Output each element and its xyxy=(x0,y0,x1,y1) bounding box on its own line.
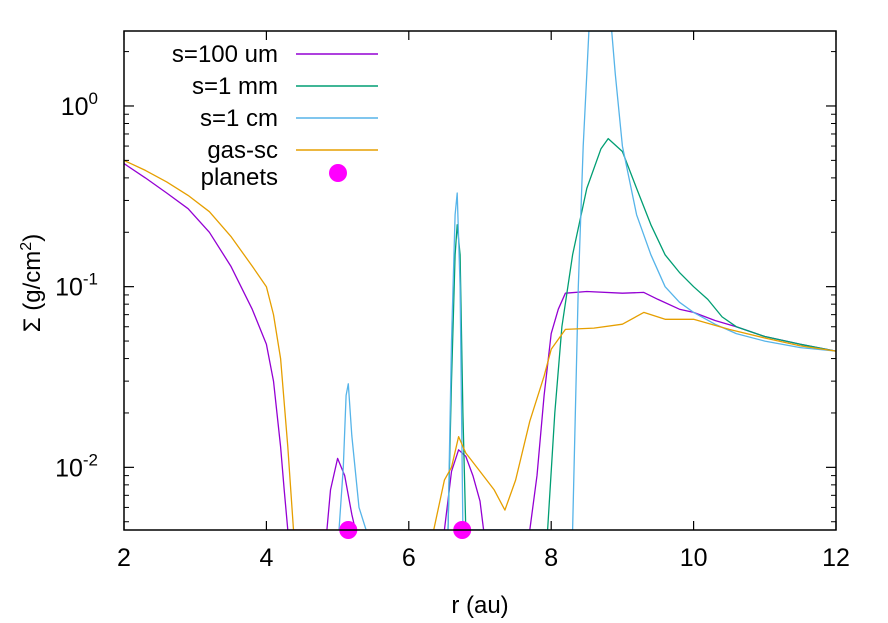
y-tick-label: 10-2 xyxy=(55,450,98,482)
legend-label-s-1-cm: s=1 cm xyxy=(200,105,278,132)
x-axis-label: r (au) xyxy=(451,592,508,619)
legend-swatch-planets xyxy=(329,164,347,182)
series-layer xyxy=(124,31,836,530)
plot-frame xyxy=(123,30,837,531)
x-tick-label: 12 xyxy=(822,544,850,572)
legend-label-planets: planets xyxy=(201,164,278,191)
x-tick-label: 10 xyxy=(680,544,708,572)
x-tick-label: 4 xyxy=(259,544,273,572)
tick-layer: 2 4 6 8 10 12 10-2 10-1 100 xyxy=(55,31,850,572)
x-tick-label: 8 xyxy=(544,544,558,572)
y-tick-label: 10-1 xyxy=(55,270,98,302)
plot-background xyxy=(124,31,836,530)
series-line-s-1-cm xyxy=(338,31,836,530)
x-tick-label: 6 xyxy=(402,544,416,572)
y-tick-label: 100 xyxy=(61,89,98,121)
legend-label-gas-sc: gas-sc xyxy=(207,137,278,164)
legend-label-s-100-um: s=100 um xyxy=(172,41,278,68)
legend-label-s-1-mm: s=1 mm xyxy=(192,73,278,100)
x-tick-label: 2 xyxy=(117,544,131,572)
y-axis-label: Σ (g/cm2) xyxy=(18,234,46,332)
series-line-gas-sc xyxy=(124,159,836,530)
